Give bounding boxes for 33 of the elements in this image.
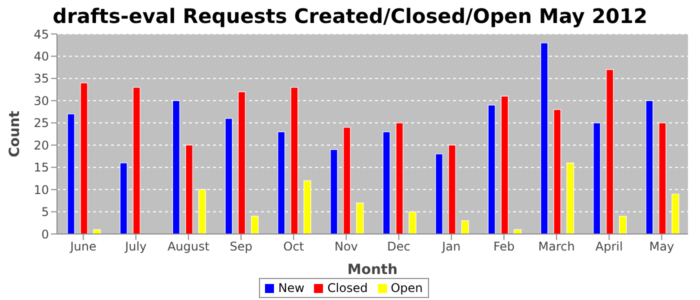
bar — [619, 216, 627, 234]
x-tick-label: April — [595, 240, 623, 254]
y-tick-label: 5 — [41, 205, 49, 220]
x-tick-label: March — [538, 240, 575, 254]
x-tick-label: May — [649, 240, 674, 254]
chart-title: drafts-eval Requests Created/Closed/Open May 2012 — [52, 4, 648, 28]
x-tick-label: Sep — [230, 240, 252, 254]
y-tick-label: 20 — [34, 138, 49, 152]
x-tick-label: Feb — [493, 240, 515, 254]
x-tick-label: Nov — [334, 240, 358, 254]
legend-label: Closed — [326, 281, 368, 295]
y-tick-label: 0 — [41, 227, 49, 242]
y-tick-label: 25 — [34, 116, 49, 130]
x-tick-label: June — [69, 240, 96, 254]
x-tick-label: July — [124, 240, 147, 254]
bar — [461, 220, 469, 234]
x-tick-label: Dec — [387, 240, 410, 254]
x-axis-title: Month — [347, 262, 398, 278]
bar — [250, 216, 259, 234]
x-tick-label: August — [167, 240, 210, 254]
legend-label: Open — [390, 281, 423, 295]
y-axis-title: Count — [6, 110, 23, 158]
y-tick-label: 40 — [34, 49, 49, 64]
y-tick-label: 15 — [34, 160, 49, 175]
y-tick-label: 30 — [34, 94, 49, 108]
y-tick-label: 35 — [34, 72, 49, 86]
bar — [514, 229, 522, 234]
bar — [93, 229, 101, 234]
y-tick-label: 10 — [34, 182, 49, 197]
x-tick-label: Oct — [283, 240, 304, 254]
y-tick-label: 45 — [34, 27, 49, 42]
x-tick-label: Jan — [441, 240, 461, 254]
legend-label: New — [277, 281, 304, 295]
